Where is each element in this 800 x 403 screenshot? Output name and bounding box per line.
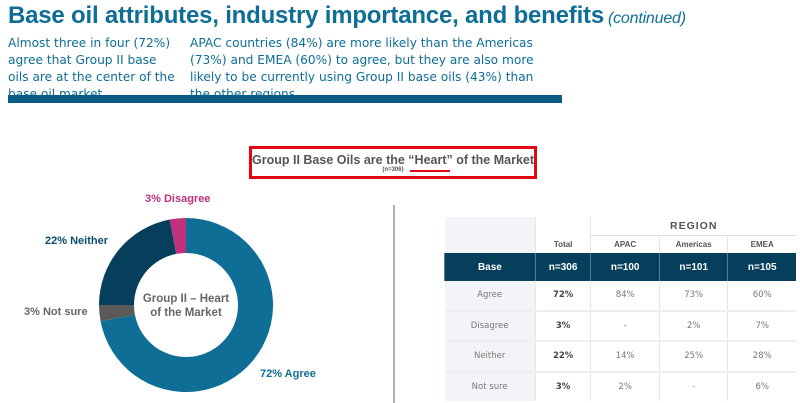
chart-sample-size: (n=306) — [382, 167, 404, 173]
table-row: Not sure 3% 2% - 6% — [444, 371, 796, 401]
base-apac: n=100 — [590, 253, 660, 281]
cell-apac: - — [590, 310, 660, 342]
table-region-header-row: Total REGION — [444, 217, 796, 253]
title-continued: (continued) — [608, 10, 686, 27]
donut-slice-agree — [100, 218, 273, 392]
page-title-text: Base oil attributes, industry importance… — [8, 2, 604, 29]
donut-slice-neither — [98, 219, 177, 305]
cell-americas: 25% — [658, 341, 728, 373]
col-header-americas: Americas — [658, 235, 728, 253]
cell-apac: 2% — [590, 371, 660, 401]
base-americas: n=101 — [658, 253, 728, 281]
label-not-sure: 3% Not sure — [24, 306, 88, 318]
center-line-1: Group II – Heart — [142, 293, 230, 305]
table-corner — [444, 217, 536, 253]
chart-title-box: Group II Base Oils are the “Heart” of th… — [249, 146, 537, 179]
label-agree: 72% Agree — [260, 368, 316, 380]
table-column-header-row: APAC Americas EMEA — [445, 235, 796, 253]
heart-underline — [410, 170, 450, 172]
cell-americas: 73% — [658, 281, 728, 312]
base-label: Base — [444, 253, 536, 281]
base-emea: n=105 — [727, 253, 796, 281]
table-base-row: Base n=306 n=100 n=101 n=105 — [444, 253, 796, 281]
donut-center-label: Group II – Heart of the Market — [136, 292, 236, 320]
page-title: Base oil attributes, industry importance… — [8, 2, 686, 30]
row-label: Neither — [444, 341, 536, 373]
col-header-apac: APAC — [590, 235, 660, 253]
donut-slice-disagree — [169, 218, 186, 254]
label-disagree: 3% Disagree — [145, 193, 211, 205]
intro-regional-detail: APAC countries (84%) are more likely tha… — [190, 36, 534, 101]
row-label: Not sure — [444, 371, 536, 401]
cell-emea: 60% — [727, 281, 796, 312]
label-neither: 22% Neither — [45, 235, 108, 247]
intro-summary: Almost three in four (72%) agree that Gr… — [8, 36, 175, 101]
table-row: Neither 22% 14% 25% 28% — [444, 341, 796, 373]
cell-emea: 28% — [727, 341, 796, 373]
cell-emea: 6% — [727, 371, 796, 401]
cell-americas: - — [658, 371, 728, 401]
table-row: Disagree 3% - 2% 7% — [444, 310, 796, 342]
row-label: Disagree — [444, 310, 536, 342]
cell-total: 3% — [534, 310, 591, 342]
base-total: n=306 — [534, 253, 591, 281]
table-row: Agree 72% 84% 73% 60% — [444, 281, 796, 312]
row-label: Agree — [444, 281, 536, 312]
cell-emea: 7% — [727, 310, 796, 342]
vertical-divider — [393, 205, 395, 403]
donut-chart — [98, 218, 273, 392]
col-header-total: Total — [534, 217, 591, 253]
cell-apac: 14% — [590, 341, 660, 373]
cell-total: 72% — [534, 281, 591, 312]
cell-americas: 2% — [658, 310, 728, 342]
cell-total: 22% — [534, 341, 591, 373]
donut-slice-not-sure — [99, 305, 135, 322]
cell-apac: 84% — [590, 281, 660, 312]
center-line-2: of the Market — [150, 307, 222, 319]
region-table: Total REGION APAC Americas EMEA Base n=3… — [444, 217, 796, 401]
col-header-emea: EMEA — [727, 235, 796, 253]
header-band — [8, 95, 562, 103]
chart-title: Group II Base Oils are the “Heart” of th… — [252, 153, 535, 167]
cell-total: 3% — [534, 371, 591, 401]
region-header: REGION — [590, 217, 796, 236]
